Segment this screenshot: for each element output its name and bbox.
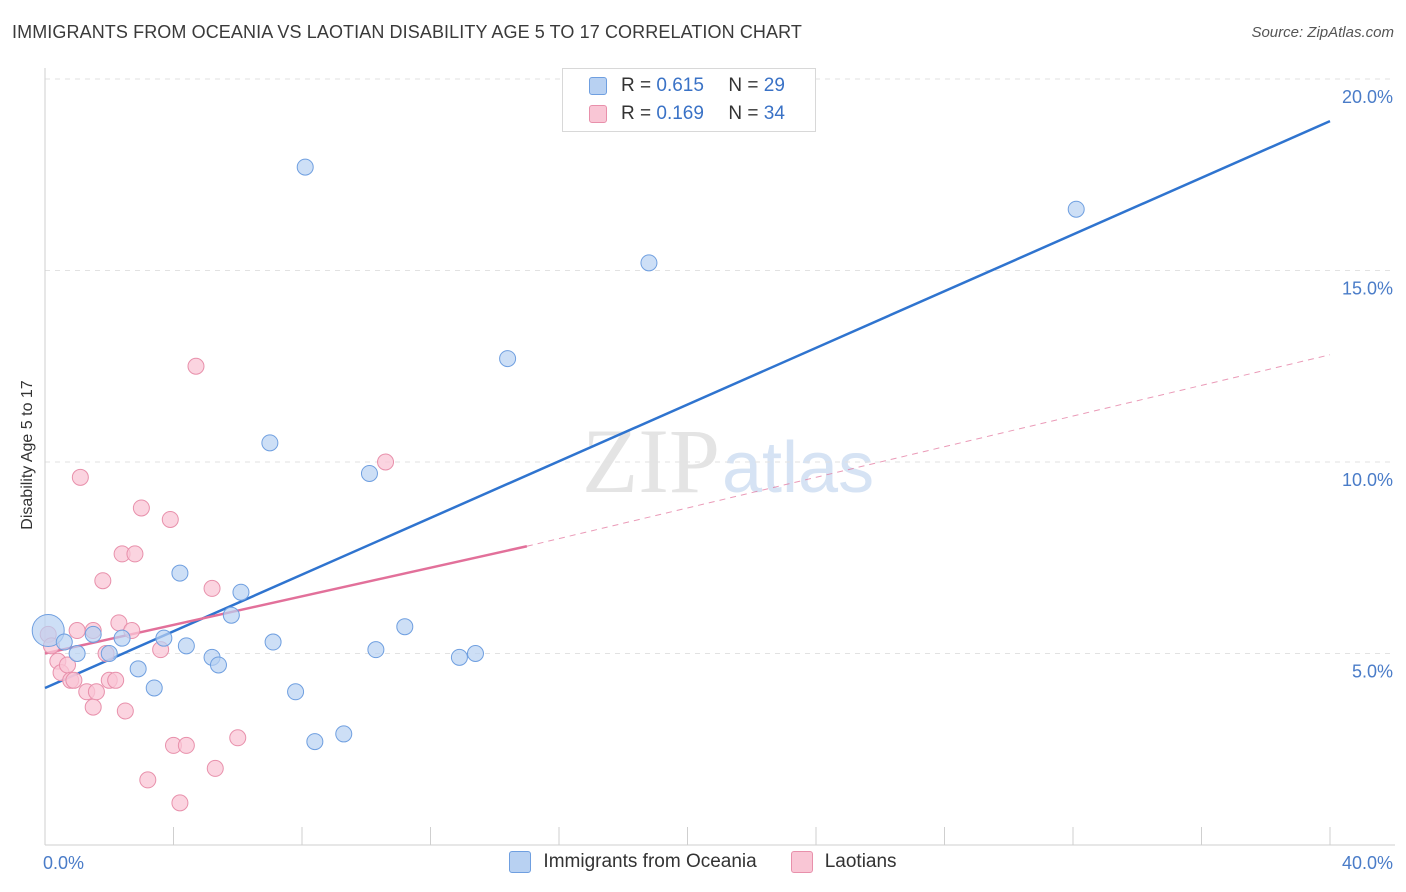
- point-oceania: [360, 464, 378, 482]
- legend-n-label: N =: [728, 103, 764, 124]
- watermark-zip: ZIP: [582, 410, 720, 512]
- point-oceania: [145, 679, 163, 697]
- point-laotians: [116, 702, 134, 720]
- point-oceania: [155, 629, 173, 647]
- x-tick-label: 0.0%: [43, 853, 84, 873]
- legend-n-value-oceania: 29: [763, 75, 785, 96]
- point-oceania: [396, 618, 414, 636]
- point-oceania: [55, 633, 73, 651]
- chart-title: IMMIGRANTS FROM OCEANIA VS LAOTIAN DISAB…: [12, 22, 803, 42]
- series-legend: Immigrants from Oceania Laotians: [0, 851, 1406, 873]
- point-laotians: [161, 510, 179, 528]
- point-oceania: [367, 641, 385, 659]
- point-oceania: [499, 350, 517, 368]
- series-legend-laotians[interactable]: Laotians: [790, 851, 897, 873]
- point-oceania: [177, 637, 195, 655]
- series-legend-oceania[interactable]: Immigrants from Oceania: [509, 851, 757, 873]
- gridlines: [45, 78, 1395, 654]
- point-laotians: [126, 545, 144, 563]
- point-oceania: [113, 629, 131, 647]
- correlation-legend: R = 0.615 N = 29 R = 0.169 N = 34: [562, 68, 816, 132]
- series-swatch-oceania: [509, 851, 532, 873]
- point-laotians: [84, 698, 102, 716]
- legend-n-value-laotians: 34: [763, 103, 785, 124]
- point-oceania: [84, 625, 102, 643]
- point-oceania: [306, 733, 324, 751]
- point-oceania: [209, 656, 227, 674]
- point-oceania: [100, 645, 118, 662]
- point-laotians: [377, 453, 395, 471]
- source-label: Source: ZipAtlas.com: [1251, 24, 1394, 41]
- point-oceania: [171, 564, 189, 582]
- point-oceania: [296, 158, 314, 176]
- point-laotians: [71, 468, 89, 486]
- point-oceania: [450, 648, 468, 666]
- legend-r-label: R =: [621, 75, 657, 96]
- point-oceania: [261, 434, 279, 452]
- point-laotians: [107, 671, 125, 689]
- legend-swatch-laotians: [589, 105, 607, 123]
- trend-line-oceania: [44, 119, 1331, 690]
- point-laotians: [206, 759, 224, 777]
- point-oceania: [640, 254, 658, 272]
- point-oceania: [335, 725, 353, 743]
- point-laotians: [171, 794, 189, 812]
- series-swatch-laotians: [790, 851, 813, 873]
- point-laotians: [68, 622, 86, 640]
- y-tick-label: 15.0%: [1342, 279, 1393, 299]
- point-oceania: [287, 683, 305, 701]
- legend-r-value-oceania: 0.615: [656, 75, 704, 96]
- point-oceania: [466, 645, 484, 662]
- point-oceania: [31, 614, 65, 648]
- data-points: [31, 158, 1085, 812]
- point-laotians: [94, 572, 112, 590]
- legend-r-value-laotians: 0.169: [656, 103, 704, 124]
- point-laotians: [203, 579, 221, 597]
- legend-r-label: R =: [621, 103, 657, 124]
- point-laotians: [132, 499, 150, 517]
- point-laotians: [65, 671, 83, 689]
- legend-row-oceania: R = 0.615 N = 29: [589, 75, 785, 97]
- point-oceania: [222, 606, 240, 624]
- point-laotians: [177, 736, 195, 754]
- trend-lines: [44, 119, 1331, 690]
- x-tick-label: 40.0%: [1342, 853, 1393, 873]
- trend-line-laotians-projection: [526, 354, 1331, 547]
- point-laotians: [229, 729, 247, 747]
- y-tick-label: 10.0%: [1342, 470, 1393, 490]
- series-name-laotians: Laotians: [824, 851, 897, 872]
- point-laotians: [187, 357, 205, 375]
- point-laotians: [139, 771, 157, 789]
- point-oceania: [1067, 200, 1085, 218]
- y-tick-label: 5.0%: [1352, 662, 1393, 682]
- point-oceania: [68, 645, 86, 662]
- point-oceania: [129, 660, 147, 678]
- point-oceania: [232, 583, 250, 601]
- tick-labels: 5.0% 10.0% 15.0% 20.0% 0.0% 40.0%: [43, 87, 1393, 873]
- legend-row-laotians: R = 0.169 N = 34: [589, 103, 785, 125]
- legend-swatch-oceania: [589, 77, 607, 95]
- y-tick-label: 20.0%: [1342, 87, 1393, 107]
- axes: [44, 68, 1395, 846]
- point-oceania: [264, 633, 282, 651]
- watermark-atlas: atlas: [722, 428, 874, 508]
- point-laotians: [87, 683, 105, 701]
- legend-n-label: N =: [728, 75, 764, 96]
- series-name-oceania: Immigrants from Oceania: [543, 851, 757, 872]
